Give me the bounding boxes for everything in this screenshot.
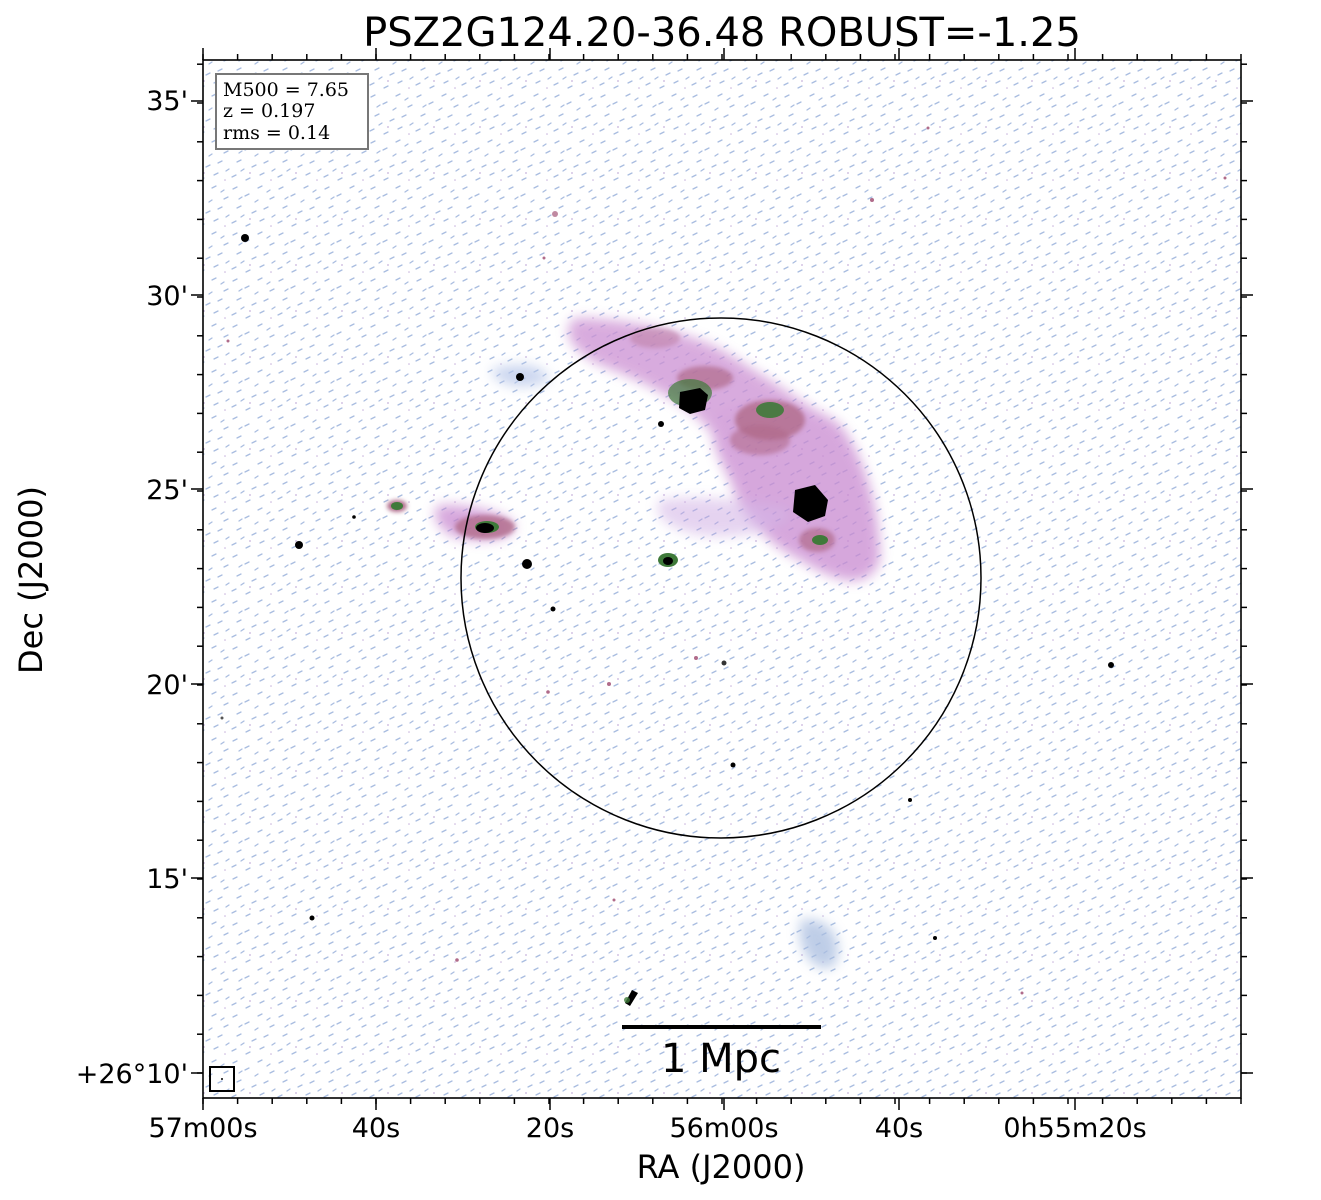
info-rms: rms = 0.14 — [223, 122, 330, 144]
x-tick-label: 40s — [875, 1113, 923, 1144]
y-tick-label: 20' — [146, 670, 188, 701]
beam-marker — [209, 1066, 235, 1092]
scalebar-label: 1 Mpc — [661, 1036, 781, 1082]
y-tick-label: 25' — [146, 475, 188, 506]
y-axis-label: Dec (J2000) — [12, 486, 50, 674]
y-tick-label: 15' — [146, 864, 188, 895]
scalebar: 1 Mpc — [622, 1025, 821, 1082]
y-tick-label: 30' — [146, 281, 188, 312]
x-tick-label: 56m00s — [669, 1113, 778, 1144]
axis-ticks — [191, 48, 1253, 1110]
x-axis-label: RA (J2000) — [637, 1148, 806, 1186]
plot-title: PSZ2G124.20-36.48 ROBUST=-1.25 — [363, 10, 1081, 56]
info-redshift: z = 0.197 — [223, 100, 315, 122]
bright-sources — [220, 126, 1227, 1006]
x-tick-label: 57m00s — [148, 1113, 257, 1144]
x-tick-label: 0h55m20s — [1003, 1113, 1146, 1144]
x-tick-label: 20s — [526, 1113, 574, 1144]
y-tick-label: 35' — [146, 86, 188, 117]
r500-circle — [460, 317, 982, 839]
info-m500: M500 = 7.65 — [223, 79, 349, 101]
radio-image — [203, 60, 1241, 1098]
x-tick-labels: 57m00s 40s 20s 56m00s 40s 0h55m20s — [148, 1113, 1146, 1144]
y-tick-labels: 35' 30' 25' 20' 15' +26°10' — [76, 86, 188, 1090]
x-tick-label: 40s — [352, 1113, 400, 1144]
y-tick-label: +26°10' — [76, 1059, 188, 1090]
noise-background — [203, 60, 1241, 1098]
info-box: M500 = 7.65 z = 0.197 rms = 0.14 — [215, 73, 369, 150]
